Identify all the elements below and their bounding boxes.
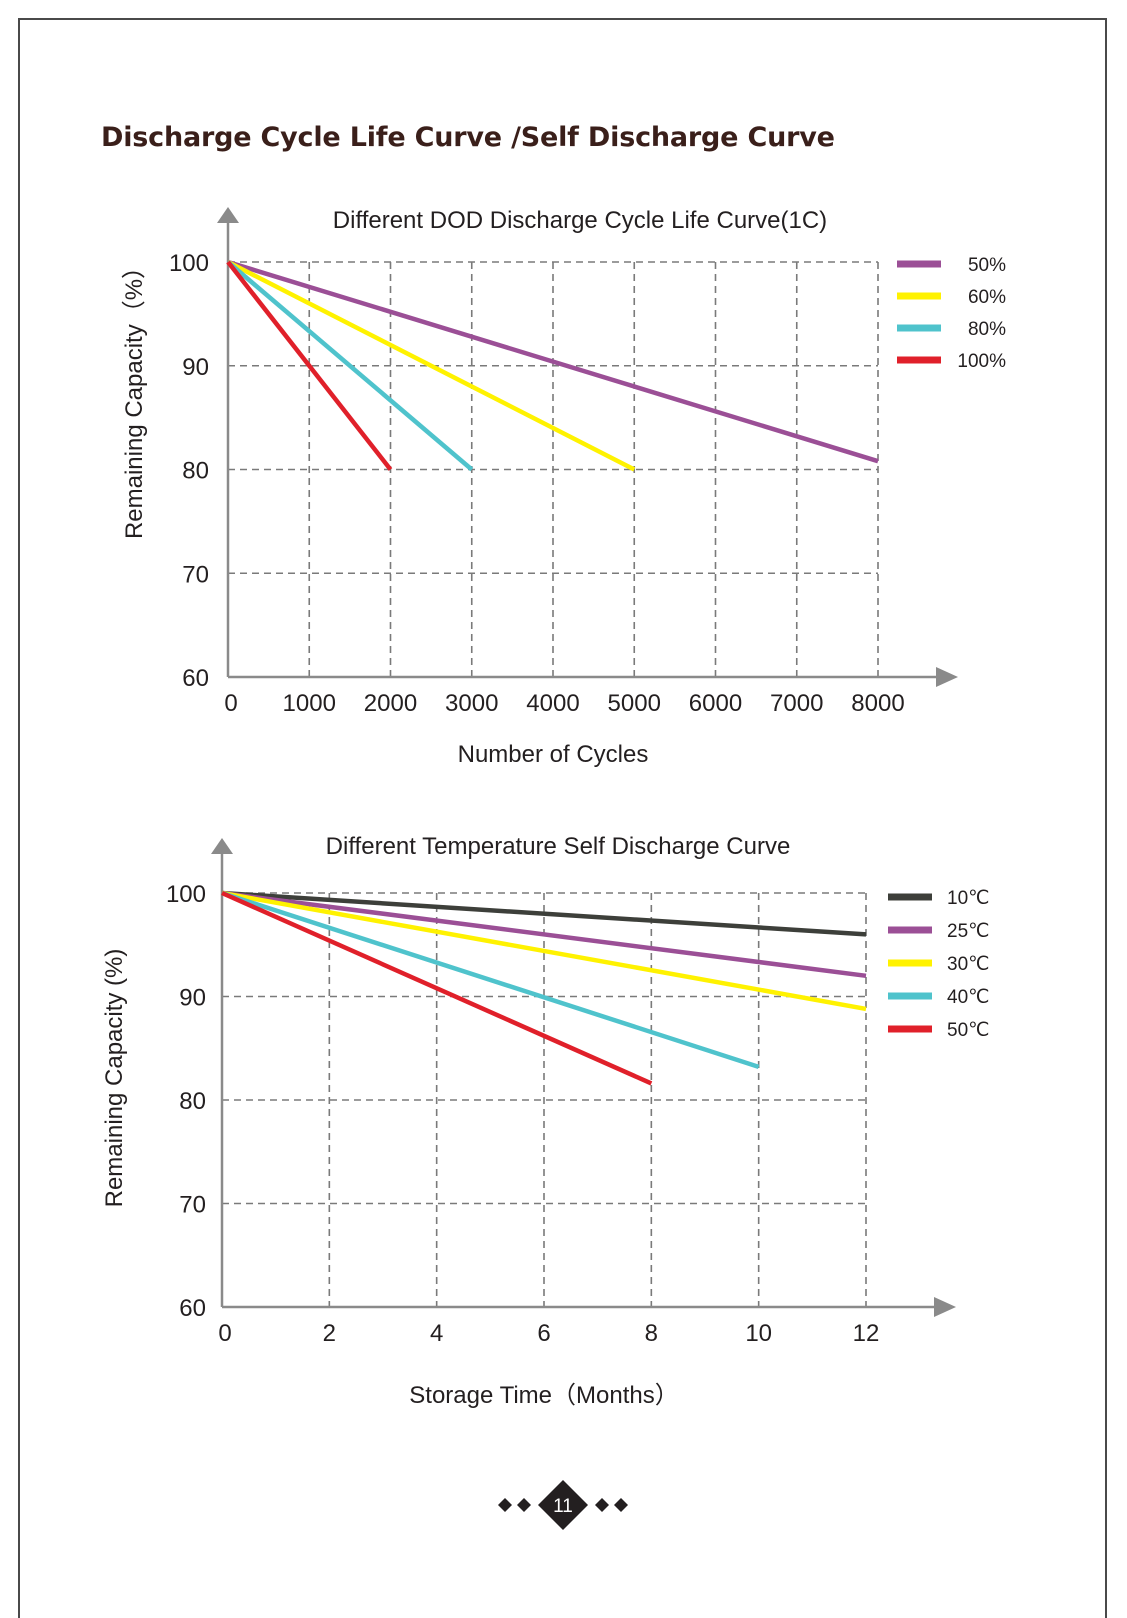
- series-line: [221, 890, 867, 937]
- chart-svg: 60 70 80 90 100 0 2 4 6 8 10 12 Different Temperatur…: [101, 833, 989, 1409]
- legend-swatch: [897, 292, 941, 300]
- series-line: [221, 890, 760, 1070]
- ornament-diamond-icon: [614, 1498, 628, 1512]
- legend-swatch: [897, 356, 941, 364]
- legend-label: 10℃: [947, 888, 989, 909]
- x-axis-arrow-icon: [934, 1297, 956, 1317]
- ornament-diamond-icon: [498, 1498, 512, 1512]
- x-tick-label: 8000: [851, 690, 904, 717]
- series-line: [221, 890, 867, 1012]
- ornament-diamond-icon: [517, 1498, 531, 1512]
- x-tick-label: 2: [323, 1320, 336, 1347]
- legend-swatch: [888, 926, 932, 934]
- x-tick-label: 10: [745, 1320, 772, 1347]
- x-tick-label: 6: [537, 1320, 550, 1347]
- page-frame: [18, 18, 1107, 1618]
- y-tick-label: 80: [182, 458, 209, 485]
- y-tick-label: 60: [179, 1295, 206, 1322]
- legend-label: 60%: [968, 287, 1006, 308]
- legend-label: 40℃: [947, 987, 989, 1008]
- legend-swatch: [897, 260, 941, 268]
- x-tick-label: 1000: [283, 690, 336, 717]
- y-tick-label: 70: [182, 561, 209, 588]
- y-axis-arrow-icon: [211, 838, 233, 854]
- x-tick-label: 4000: [526, 690, 579, 717]
- series-line: [226, 260, 474, 472]
- chart-title: Different DOD Discharge Cycle Life Curve…: [333, 207, 827, 234]
- y-axis-label: Remaining Capacity（%）: [121, 255, 148, 539]
- legend-swatch: [888, 992, 932, 1000]
- x-tick-label: 4: [430, 1320, 443, 1347]
- series-line: [226, 259, 636, 472]
- x-tick-label: 7000: [770, 690, 823, 717]
- y-tick-label: 90: [182, 354, 209, 381]
- y-tick-label: 60: [182, 665, 209, 692]
- legend-label: 25℃: [947, 921, 989, 942]
- page-number-ornament-svg: 11: [498, 1480, 628, 1530]
- x-tick-label: 3000: [445, 690, 498, 717]
- x-tick-label: 0: [218, 1320, 231, 1347]
- y-tick-label: 100: [169, 250, 209, 277]
- x-tick-label: 8: [645, 1320, 658, 1347]
- legend-swatch: [888, 1025, 932, 1033]
- series-line: [221, 890, 653, 1086]
- y-axis-label: Remaining Capacity (%): [101, 949, 128, 1208]
- page-number: 11: [553, 1496, 573, 1517]
- x-axis-arrow-icon: [936, 667, 958, 687]
- x-tick-label: 6000: [689, 690, 742, 717]
- ornament-diamond-icon: [595, 1498, 609, 1512]
- x-tick-label: 12: [853, 1320, 880, 1347]
- x-tick-label: 0: [224, 690, 237, 717]
- series-line: [226, 260, 393, 471]
- legend-label: 50℃: [947, 1020, 989, 1041]
- page-number-badge: [538, 1480, 588, 1530]
- legend-swatch: [888, 959, 932, 967]
- self-discharge-chart: 60 70 80 90 100 0 2 4 6 8 10 12 Different Temperatur…: [0, 833, 1127, 1438]
- chart-title: Different Temperature Self Discharge Cur…: [326, 833, 791, 860]
- legend-label: 100%: [957, 351, 1006, 372]
- series-line: [227, 259, 879, 464]
- legend-label: 30℃: [947, 954, 989, 975]
- series-line: [221, 890, 867, 979]
- x-axis-label: Number of Cycles: [458, 741, 649, 768]
- legend-swatch: [888, 893, 932, 901]
- page-number-ornament: 11: [488, 1480, 638, 1530]
- section-heading: Discharge Cycle Life Curve /Self Dischar…: [101, 122, 835, 153]
- x-tick-label: 5000: [608, 690, 661, 717]
- y-axis-arrow-icon: [217, 207, 239, 223]
- x-axis-label: Storage Time（Months）: [409, 1382, 678, 1409]
- y-tick-label: 70: [179, 1192, 206, 1219]
- y-tick-label: 80: [179, 1088, 206, 1115]
- dod-cycle-life-chart: 60 70 80 90 100 0 1000 2000 3000 4000 5000 6000 7000…: [0, 195, 1127, 795]
- x-tick-label: 2000: [364, 690, 417, 717]
- legend-label: 80%: [968, 319, 1006, 340]
- y-tick-label: 100: [166, 881, 206, 908]
- y-tick-label: 90: [179, 985, 206, 1012]
- legend-label: 50%: [968, 255, 1006, 276]
- legend-swatch: [897, 324, 941, 332]
